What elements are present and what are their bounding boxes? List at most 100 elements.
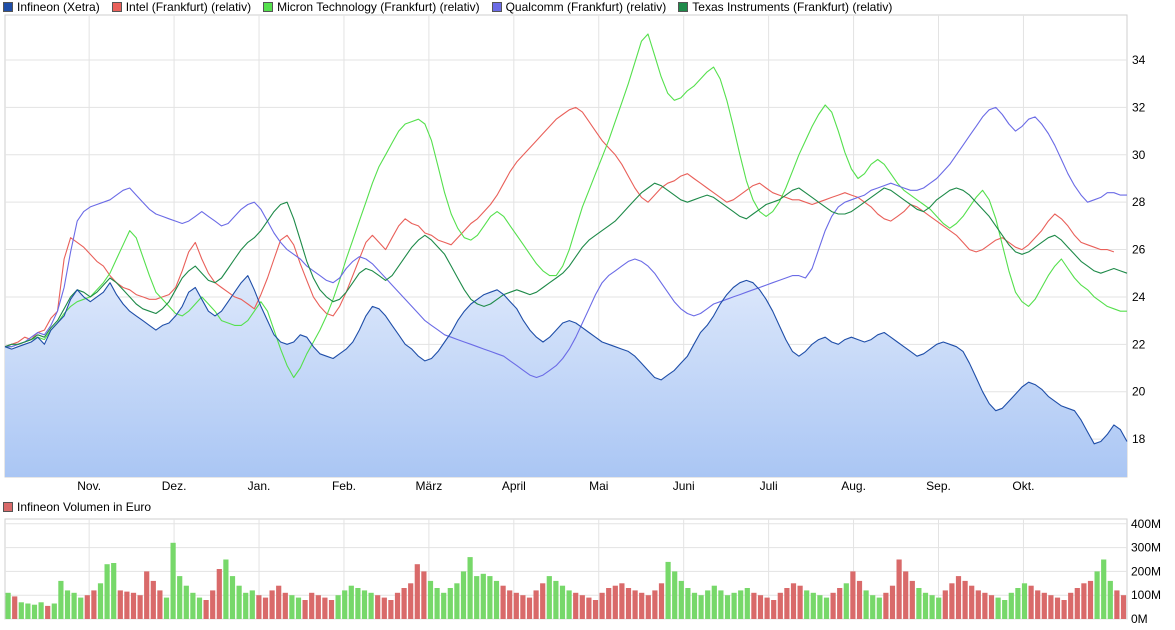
volume-bar: [507, 590, 513, 619]
volume-bar: [645, 595, 651, 619]
volume-bar: [870, 595, 876, 619]
volume-bar: [361, 590, 368, 619]
volume-bar: [883, 592, 889, 619]
volume-bar: [632, 590, 638, 619]
volume-bar: [328, 600, 335, 619]
volume-bar: [262, 597, 269, 619]
volume-bar: [1101, 559, 1107, 619]
volume-bar: [282, 592, 288, 619]
volume-bar: [665, 561, 671, 619]
volume-legend: Infineon Volumen in Euro: [3, 500, 151, 514]
volume-bar: [1041, 592, 1047, 619]
volume-bar: [625, 588, 632, 619]
volume-bar: [823, 597, 830, 619]
x-tick-label: Jan.: [248, 479, 271, 493]
volume-bar: [619, 583, 625, 619]
volume-bar: [724, 595, 731, 619]
y-tick-label: 22: [1132, 337, 1146, 351]
legend-swatch: [3, 2, 13, 12]
volume-bar: [639, 592, 645, 619]
volume-bar: [480, 573, 486, 619]
volume-bar: [18, 602, 24, 619]
volume-bar: [1048, 595, 1054, 619]
volume-bar: [579, 595, 585, 619]
volume-bar: [672, 571, 678, 619]
x-tick-label: Juni: [673, 479, 695, 493]
vol-y-tick-label: 100M: [1131, 588, 1161, 602]
x-tick-label: Aug.: [841, 479, 866, 493]
volume-bar: [896, 559, 902, 619]
volume-bar: [375, 595, 381, 619]
volume-bar: [975, 590, 981, 619]
volume-bar: [163, 597, 170, 619]
volume-bar: [243, 592, 249, 619]
volume-bar: [467, 557, 473, 619]
volume-bar: [12, 596, 18, 619]
volume-bar: [1002, 600, 1008, 619]
volume-bar: [850, 571, 856, 619]
volume-bar: [355, 588, 361, 619]
volume-bar: [1015, 588, 1021, 619]
volume-bar: [25, 603, 31, 619]
volume-bar: [5, 592, 11, 619]
volume-bar: [592, 600, 599, 619]
legend-entry-1: Intel (Frankfurt) (relativ): [111, 0, 252, 14]
volume-bar: [698, 595, 704, 619]
volume-bar: [771, 600, 777, 619]
volume-swatch: [3, 502, 13, 512]
volume-bar: [335, 595, 341, 619]
volume-bar: [540, 583, 546, 619]
volume-bar: [863, 590, 869, 619]
volume-bar: [1120, 595, 1127, 619]
volume-bar: [31, 604, 38, 619]
volume-bar: [203, 600, 209, 619]
volume-bar: [190, 592, 196, 619]
volume-bar: [144, 571, 150, 619]
volume-bar: [533, 590, 539, 619]
volume-bar: [1114, 590, 1120, 619]
x-tick-label: Juli: [760, 479, 778, 493]
series-line-2: [5, 33, 1127, 379]
volume-bar: [276, 585, 282, 619]
volume-bar: [124, 591, 130, 619]
volume-bar: [1107, 580, 1113, 619]
volume-bar: [229, 576, 236, 619]
volume-bar: [876, 597, 882, 619]
x-tick-label: Nov.: [77, 479, 101, 493]
x-tick-label: März: [416, 479, 443, 493]
volume-bar: [223, 559, 229, 619]
volume-bar: [797, 585, 803, 619]
volume-bar: [1061, 600, 1067, 619]
volume-bar: [744, 588, 750, 619]
volume-bar: [738, 590, 744, 619]
volume-bar: [1008, 592, 1014, 619]
volume-bar: [949, 583, 955, 619]
volume-bar: [969, 585, 975, 619]
volume-bar: [322, 597, 328, 619]
volume-bar: [936, 597, 942, 619]
volume-bar: [731, 592, 737, 619]
legend-label: Intel (Frankfurt) (relativ): [125, 0, 252, 14]
volume-bar: [183, 585, 189, 619]
volume-bar: [513, 592, 519, 619]
volume-bar: [909, 580, 915, 619]
volume-bar: [520, 595, 526, 619]
volume-bar: [573, 592, 579, 619]
volume-bar: [691, 592, 698, 619]
volume-bar: [843, 583, 849, 619]
volume-bar: [71, 592, 77, 619]
volume-bar: [177, 576, 183, 619]
volume-bar: [1081, 583, 1087, 619]
legend-entry-0: Infineon (Xetra): [3, 0, 100, 14]
volume-bar: [216, 569, 222, 619]
y-tick-label: 24: [1132, 290, 1146, 304]
volume-bar: [546, 576, 552, 619]
volume-bar: [342, 590, 348, 619]
vol-y-tick-label: 0M: [1131, 612, 1148, 626]
volume-bar: [599, 592, 605, 619]
volume-bar: [810, 592, 816, 619]
volume-bar: [447, 588, 453, 619]
volume-bar: [348, 585, 354, 619]
series-line-0: [4, 275, 1128, 445]
legend-entry-2: Micron Technology (Frankfurt) (relativ): [263, 0, 480, 14]
